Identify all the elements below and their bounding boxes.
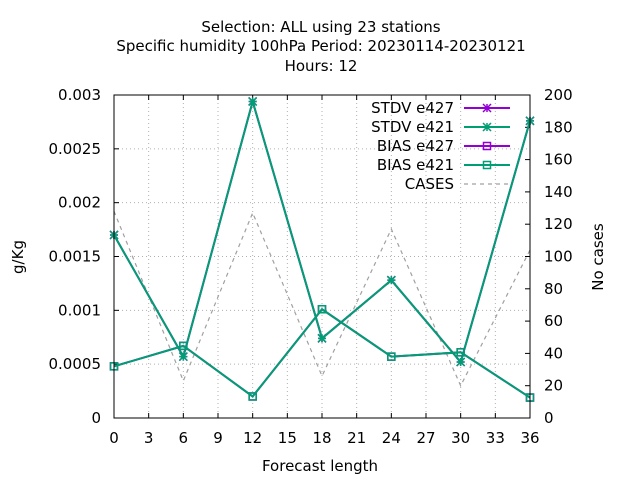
y2-tick-label: 20 <box>544 377 563 395</box>
x-tick-label: 15 <box>278 429 297 447</box>
data-point-stdv-e421 <box>456 357 466 367</box>
x-tick-label: 27 <box>416 429 435 447</box>
x-tick-label: 24 <box>382 429 401 447</box>
title-line-3: Hours: 12 <box>285 57 358 75</box>
x-tick-label: 36 <box>520 429 539 447</box>
plot-series <box>109 96 535 402</box>
legend-entry-bias-e427: BIAS e427 <box>377 137 510 155</box>
x-tick-label: 6 <box>179 429 189 447</box>
data-point-stdv-e421 <box>317 333 327 343</box>
y2-axis-label: No cases <box>589 223 607 291</box>
legend-entry-stdv-e421: STDV e421 <box>371 118 510 136</box>
data-point-bias-e421 <box>317 305 327 314</box>
y-tick-label: 0.0025 <box>49 140 102 158</box>
legend-label: BIAS e421 <box>377 156 454 174</box>
series-cases <box>113 211 531 388</box>
title-line-2: Specific humidity 100hPa Period: 2023011… <box>116 37 525 55</box>
y2-tick-label: 180 <box>544 118 573 136</box>
y2-tick-label: 140 <box>544 183 573 201</box>
y2-tick-label: 200 <box>544 86 573 104</box>
data-point-bias-e421 <box>456 348 465 357</box>
y-tick-label: 0 <box>91 409 101 427</box>
x-tick-label: 3 <box>144 429 154 447</box>
data-point-bias-e421 <box>179 341 188 351</box>
series-line-bias-e421 <box>113 307 531 399</box>
series-bias-e421 <box>109 305 535 402</box>
y-axis-label: g/Kg <box>9 240 27 274</box>
legend-label: STDV e427 <box>371 99 454 117</box>
data-point-stdv-e421 <box>386 275 396 285</box>
y2-tick-label: 160 <box>544 151 573 169</box>
data-point-bias-e421 <box>248 392 257 401</box>
y2-tick-label: 120 <box>544 215 573 233</box>
y2-tick-label: 100 <box>544 248 573 266</box>
legend-label: BIAS e427 <box>377 137 454 155</box>
x-tick-label: 33 <box>486 429 505 447</box>
series-line-cases <box>113 211 531 388</box>
legend-marker <box>482 160 492 170</box>
y2-tick-label: 40 <box>544 344 563 362</box>
y2-tick-label: 60 <box>544 312 563 330</box>
x-tick-label: 9 <box>213 429 223 447</box>
y2-tick-label: 80 <box>544 280 563 298</box>
legend-entry-bias-e421: BIAS e421 <box>377 156 510 174</box>
y2-tick-label: 0 <box>544 409 554 427</box>
y-tick-label: 0.002 <box>58 194 101 212</box>
x-axis-label: Forecast length <box>262 457 378 475</box>
y-tick-label: 0.0005 <box>49 355 102 373</box>
grid <box>114 95 530 418</box>
legend-marker <box>482 122 492 132</box>
y-tick-label: 0.0015 <box>49 248 102 266</box>
data-point-stdv-e421 <box>248 96 258 106</box>
x-tick-label: 21 <box>347 429 366 447</box>
x-tick-label: 12 <box>243 429 262 447</box>
chart-title: Selection: ALL using 23 stations Specifi… <box>116 18 525 75</box>
legend-entry-cases: CASES <box>405 175 510 193</box>
legend-entry-stdv-e427: STDV e427 <box>371 99 510 117</box>
x-tick-label: 30 <box>451 429 470 447</box>
legend-label: CASES <box>405 175 454 193</box>
title-line-1: Selection: ALL using 23 stations <box>201 18 440 36</box>
y-tick-label: 0.003 <box>58 86 101 104</box>
series-stdv-e421 <box>109 96 535 367</box>
data-point-stdv-e421 <box>178 352 188 362</box>
axis-ticks: 0 3 6 9 12 15 18 21 24 27 30 33 3600.00050.0010.0015… <box>49 86 573 447</box>
legend-marker <box>482 141 492 151</box>
y-tick-label: 0.001 <box>58 301 101 319</box>
x-tick-label: 18 <box>312 429 331 447</box>
legend-label: STDV e421 <box>371 118 454 136</box>
plot-frame <box>113 94 531 419</box>
series-bias-e427 <box>109 305 535 402</box>
data-point-bias-e421 <box>387 352 396 361</box>
series-line-bias-e427 <box>113 307 531 399</box>
x-tick-label: 0 <box>109 429 119 447</box>
legend-marker <box>482 103 492 113</box>
